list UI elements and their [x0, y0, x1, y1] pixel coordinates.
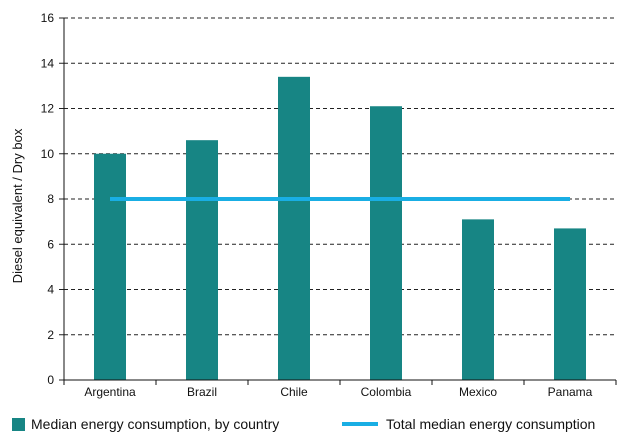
y-axis-ticks: 0 2 4 6 8 10 12 14 16 [41, 11, 64, 387]
y-axis-title: Diesel equivalent / Dry box [10, 128, 25, 283]
legend-item-line: Total median energy consumption [342, 416, 595, 432]
y-tick-label: 14 [41, 56, 55, 70]
bar-panama [554, 228, 586, 380]
x-tick-label-colombia: Colombia [361, 385, 412, 399]
bar-brazil [186, 140, 218, 380]
legend-line-swatch [342, 422, 378, 426]
y-tick-label: 2 [47, 328, 54, 342]
y-tick-label: 10 [41, 147, 55, 161]
x-tick-label-brazil: Brazil [187, 385, 217, 399]
x-axis-ticks: Argentina Brazil Chile Colombia Mexico Panama [63, 380, 617, 399]
y-tick-label: 16 [41, 11, 55, 25]
x-tick-label-argentina: Argentina [84, 385, 136, 399]
legend-label-line: Total median energy consumption [386, 416, 596, 432]
bar-colombia [370, 106, 402, 381]
y-tick-label: 0 [47, 373, 54, 387]
y-tick-label: 12 [41, 102, 55, 116]
legend-item-bars: Median energy consumption, by country [12, 416, 279, 432]
x-tick-label-panama: Panama [548, 385, 593, 399]
bar-argentina [94, 153, 126, 380]
y-tick-label: 4 [47, 283, 54, 297]
y-tick-label: 8 [47, 192, 54, 206]
x-tick-label-chile: Chile [280, 385, 308, 399]
legend: Median energy consumption, by country To… [12, 416, 627, 434]
legend-label-bars: Median energy consumption, by country [31, 416, 280, 432]
y-tick-label: 6 [47, 237, 54, 251]
gridlines [64, 17, 616, 336]
bar-mexico [462, 219, 494, 380]
bars [94, 76, 586, 381]
x-tick-label-mexico: Mexico [459, 385, 497, 399]
legend-bar-swatch [12, 417, 25, 431]
bar-chile [278, 76, 310, 380]
